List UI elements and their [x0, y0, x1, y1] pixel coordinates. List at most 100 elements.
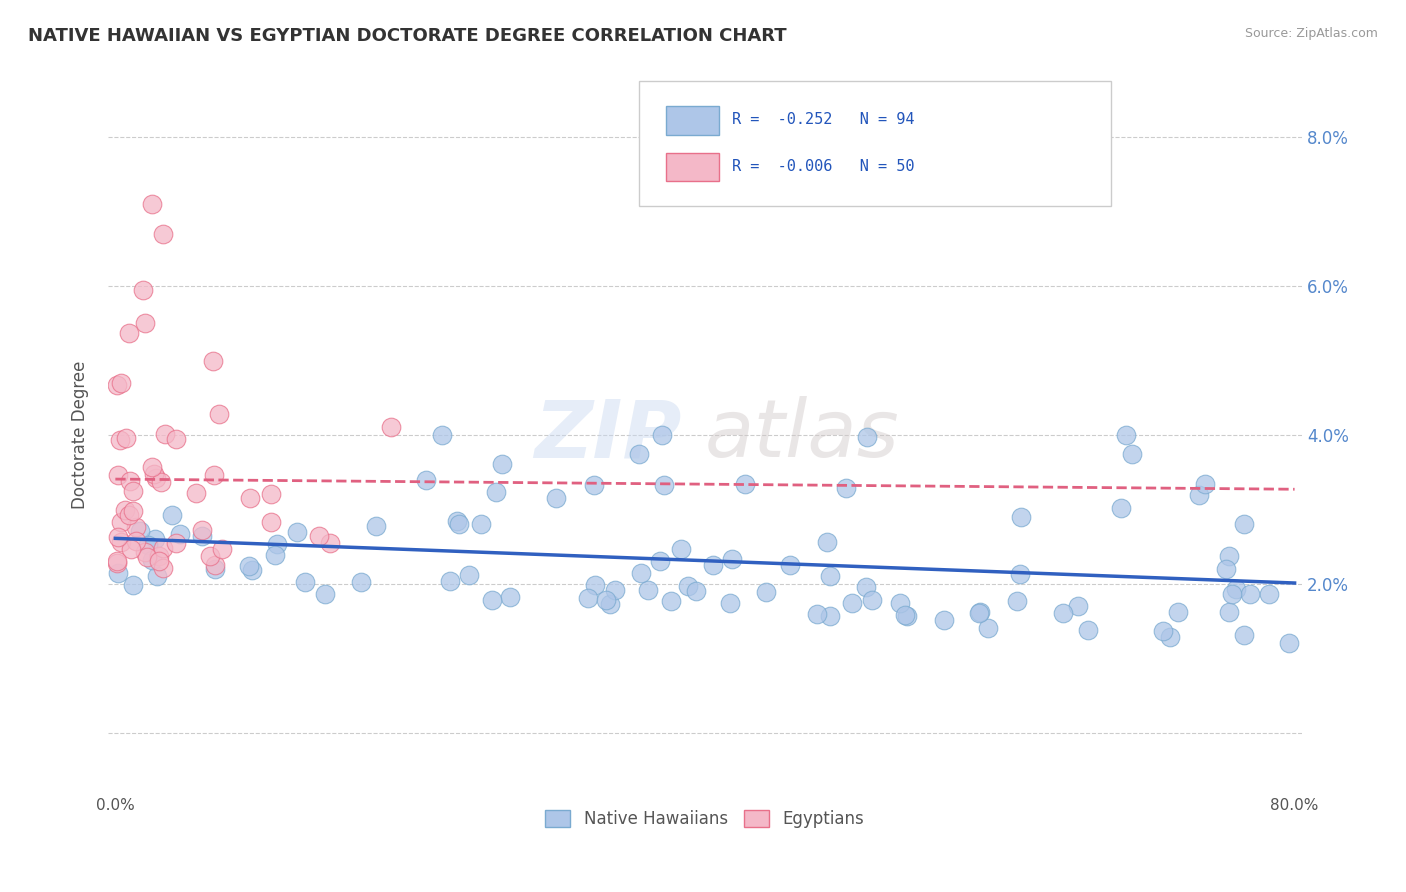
- Point: [107, 566, 129, 580]
- Point: [120, 474, 142, 488]
- Point: [134, 545, 156, 559]
- Point: [652, 477, 675, 491]
- Point: [160, 508, 183, 523]
- Point: [319, 536, 342, 550]
- Point: [447, 516, 470, 531]
- Point: [202, 467, 225, 482]
- Point: [105, 554, 128, 568]
- Point: [239, 491, 262, 506]
- Point: [107, 529, 129, 543]
- Point: [129, 524, 152, 538]
- Point: [685, 584, 707, 599]
- Point: [841, 596, 863, 610]
- Point: [110, 376, 132, 390]
- Point: [122, 484, 145, 499]
- Point: [204, 558, 226, 573]
- Point: [430, 428, 453, 442]
- Point: [595, 593, 617, 607]
- Point: [977, 621, 1000, 635]
- Point: [107, 468, 129, 483]
- Point: [815, 534, 838, 549]
- Point: [671, 542, 693, 557]
- Point: [110, 515, 132, 529]
- Point: [165, 432, 187, 446]
- Point: [718, 596, 741, 610]
- Point: [1010, 510, 1032, 524]
- Point: [238, 559, 260, 574]
- Point: [860, 593, 883, 607]
- Point: [132, 283, 155, 297]
- Point: [1218, 605, 1240, 619]
- Point: [186, 485, 208, 500]
- Text: atlas: atlas: [704, 396, 900, 474]
- Point: [141, 460, 163, 475]
- Point: [208, 408, 231, 422]
- Point: [1220, 587, 1243, 601]
- Point: [1067, 599, 1090, 613]
- Point: [135, 549, 157, 564]
- FancyBboxPatch shape: [640, 81, 1111, 206]
- Point: [1278, 636, 1301, 650]
- Point: [637, 582, 659, 597]
- Point: [165, 535, 187, 549]
- Point: [1159, 630, 1181, 644]
- Point: [583, 578, 606, 592]
- Point: [676, 579, 699, 593]
- Point: [143, 532, 166, 546]
- Point: [855, 580, 877, 594]
- Point: [446, 514, 468, 528]
- Point: [896, 609, 918, 624]
- Point: [260, 487, 283, 501]
- Point: [755, 585, 778, 599]
- Point: [364, 519, 387, 533]
- Point: [583, 478, 606, 492]
- Point: [1109, 501, 1132, 516]
- Point: [1233, 628, 1256, 642]
- Point: [136, 538, 159, 552]
- Point: [818, 568, 841, 582]
- Point: [1115, 428, 1137, 442]
- Point: [1052, 607, 1074, 621]
- Bar: [665, 106, 720, 135]
- Point: [894, 607, 917, 622]
- Point: [1005, 594, 1028, 608]
- Point: [491, 458, 513, 472]
- Point: [308, 529, 330, 543]
- Point: [1077, 623, 1099, 637]
- Y-axis label: Doctorate Degree: Doctorate Degree: [72, 361, 89, 509]
- Point: [105, 378, 128, 392]
- Point: [721, 552, 744, 566]
- Text: R =  -0.006   N = 50: R = -0.006 N = 50: [733, 159, 915, 174]
- Point: [110, 535, 132, 549]
- Text: ZIP: ZIP: [534, 396, 681, 474]
- Point: [1225, 582, 1247, 597]
- Point: [314, 587, 336, 601]
- Point: [1215, 562, 1237, 576]
- Point: [967, 607, 990, 621]
- Point: [152, 561, 174, 575]
- Point: [152, 227, 174, 241]
- Point: [1121, 447, 1143, 461]
- Point: [659, 594, 682, 608]
- Point: [169, 526, 191, 541]
- Point: [115, 432, 138, 446]
- Point: [118, 326, 141, 340]
- Point: [485, 484, 508, 499]
- Point: [114, 503, 136, 517]
- Point: [576, 591, 599, 605]
- Point: [969, 606, 991, 620]
- Point: [285, 525, 308, 540]
- Point: [150, 475, 173, 489]
- Point: [835, 481, 858, 495]
- Point: [856, 430, 879, 444]
- Point: [702, 558, 724, 572]
- Point: [118, 508, 141, 522]
- Point: [605, 582, 627, 597]
- Point: [191, 523, 214, 537]
- Point: [481, 593, 503, 607]
- Point: [263, 548, 285, 562]
- Point: [415, 473, 437, 487]
- Point: [806, 607, 828, 622]
- Point: [266, 537, 288, 551]
- Point: [627, 447, 650, 461]
